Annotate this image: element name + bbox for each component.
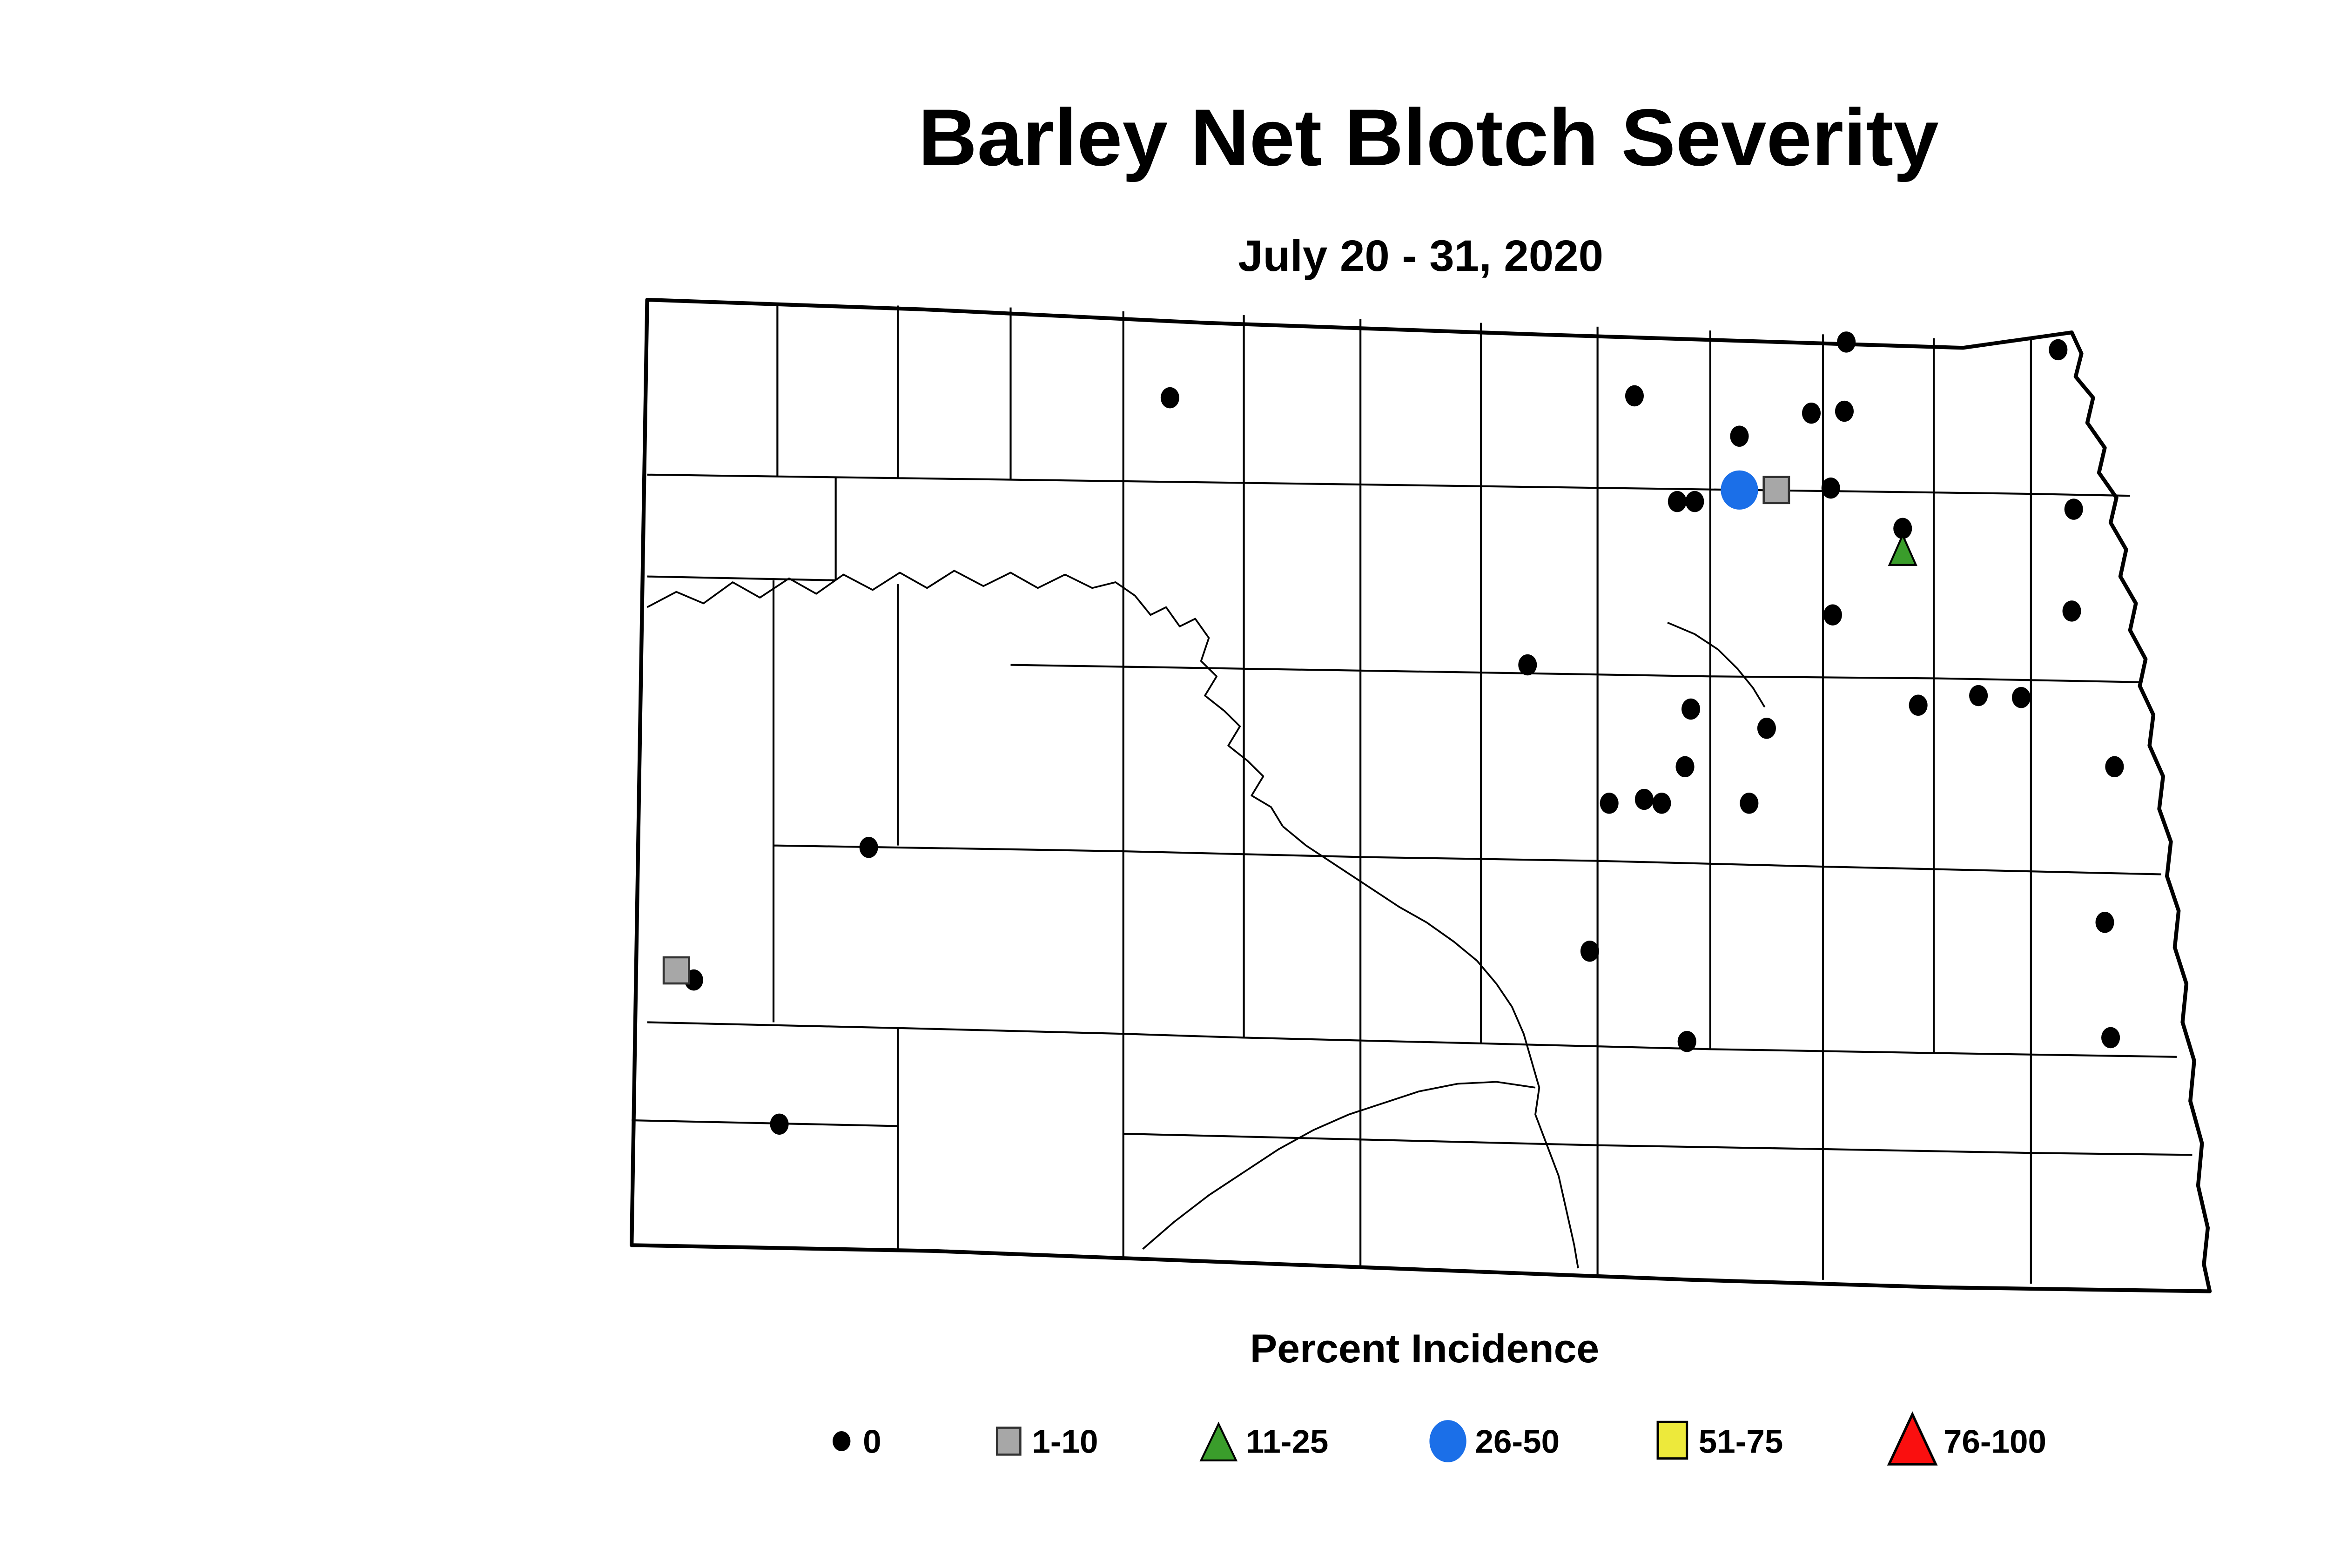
marker-1-10 bbox=[1762, 476, 1790, 505]
yellow-square-icon bbox=[1656, 1420, 1688, 1460]
marker-0 bbox=[1835, 400, 1854, 422]
marker-0 bbox=[1757, 718, 1776, 739]
marker-0 bbox=[1909, 694, 1928, 716]
marker-0 bbox=[1685, 491, 1704, 512]
marker-0 bbox=[1634, 788, 1654, 810]
marker-0 bbox=[1681, 698, 1701, 720]
marker-11-25 bbox=[1888, 532, 1917, 566]
black-dot-icon bbox=[832, 1431, 851, 1451]
marker-0 bbox=[1580, 940, 1599, 962]
legend-item-26-50: 26-50 bbox=[1429, 1420, 1560, 1462]
marker-0 bbox=[859, 837, 878, 858]
marker-0 bbox=[1969, 685, 1988, 707]
state-outline bbox=[630, 297, 2212, 1293]
marker-0 bbox=[1802, 402, 1821, 424]
marker-0 bbox=[1160, 387, 1179, 409]
marker-0 bbox=[1821, 477, 1840, 499]
legend-item-label: 51-75 bbox=[1699, 1423, 1783, 1460]
chart-subtitle: July 20 - 31, 2020 bbox=[1238, 232, 1603, 281]
legend-item-76-100: 76-100 bbox=[1887, 1411, 2046, 1466]
legend-item-51-75: 51-75 bbox=[1656, 1420, 1783, 1460]
marker-0 bbox=[1675, 756, 1695, 778]
gray-square-icon bbox=[995, 1427, 1022, 1456]
marker-0 bbox=[1668, 491, 1687, 512]
marker-0 bbox=[1518, 654, 1537, 676]
marker-0 bbox=[1625, 385, 1644, 407]
legend-item-11-25: 11-25 bbox=[1199, 1421, 1329, 1461]
marker-0 bbox=[1730, 425, 1749, 447]
lake-sakakawea-river bbox=[646, 570, 1284, 827]
marker-0 bbox=[1652, 793, 1671, 814]
marker-0 bbox=[1837, 331, 1856, 353]
marker-26-50 bbox=[1721, 470, 1758, 510]
marker-0 bbox=[770, 1113, 789, 1135]
legend-title: Percent Incidence bbox=[1250, 1326, 1599, 1371]
missouri-river bbox=[1282, 825, 1579, 1269]
marker-0 bbox=[2049, 339, 2068, 361]
legend-item-1-10: 1-10 bbox=[995, 1423, 1098, 1460]
marker-0 bbox=[1893, 518, 1912, 539]
marker-0 bbox=[1600, 793, 1619, 814]
blue-circle-icon bbox=[1429, 1420, 1466, 1462]
north-dakota-map bbox=[630, 297, 2212, 1293]
marker-0 bbox=[2095, 912, 2114, 933]
marker-0 bbox=[2101, 1027, 2120, 1049]
legend-item-0: 0 bbox=[832, 1423, 881, 1460]
county-borders bbox=[632, 303, 2192, 1284]
marker-0 bbox=[2062, 600, 2081, 622]
green-triangle-icon bbox=[1199, 1421, 1238, 1461]
map-markers bbox=[662, 331, 2124, 1135]
chart-title: Barley Net Blotch Severity bbox=[918, 92, 1939, 182]
marker-1-10 bbox=[662, 956, 690, 985]
sheyenne-river bbox=[1667, 621, 1766, 708]
red-triangle-icon bbox=[1887, 1411, 1938, 1466]
legend-item-label: 76-100 bbox=[1944, 1423, 2046, 1460]
legend-item-label: 26-50 bbox=[1475, 1423, 1560, 1460]
legend-item-label: 1-10 bbox=[1032, 1423, 1098, 1460]
marker-0 bbox=[1677, 1031, 1696, 1052]
cannonball-river bbox=[1142, 1081, 1536, 1250]
marker-0 bbox=[2064, 498, 2083, 520]
map-legend: Percent Incidence 0 1-10 11-25 26-50 51-… bbox=[832, 1326, 2046, 1466]
marker-0 bbox=[1823, 604, 1842, 626]
marker-0 bbox=[1740, 793, 1759, 814]
legend-item-label: 0 bbox=[863, 1423, 881, 1460]
marker-0 bbox=[2011, 687, 2031, 708]
legend-item-label: 11-25 bbox=[1246, 1423, 1329, 1460]
marker-0 bbox=[2105, 756, 2124, 778]
